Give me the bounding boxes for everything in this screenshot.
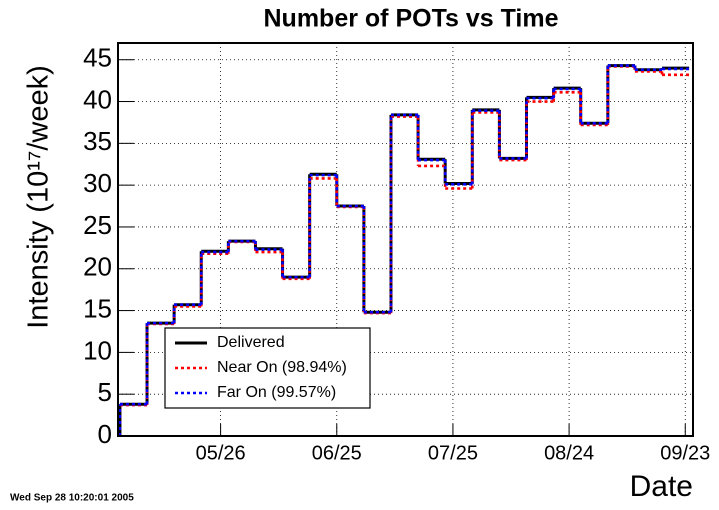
plot-frame xyxy=(117,42,694,437)
legend-label: Delivered xyxy=(217,334,285,351)
y-axis-label: Intensity (10¹⁷/week) xyxy=(23,65,55,329)
y-tick-label: 30 xyxy=(83,168,112,198)
x-tick-label: 07/25 xyxy=(428,442,478,464)
y-tick-label: 35 xyxy=(83,126,112,156)
y-tick-label: 5 xyxy=(98,377,112,407)
x-tick-label: 05/26 xyxy=(196,442,246,464)
y-tick-label: 20 xyxy=(83,252,112,282)
footer-timestamp: Wed Sep 28 10:20:01 2005 xyxy=(10,493,134,504)
x-axis-label: Date xyxy=(630,470,693,503)
y-tick-label: 10 xyxy=(83,335,112,365)
x-tick-label: 08/24 xyxy=(544,442,594,464)
legend-label: Far On (99.57%) xyxy=(217,384,336,401)
y-tick-label: 25 xyxy=(83,210,112,240)
y-tick-label: 0 xyxy=(98,419,112,449)
legend-label: Near On (98.94%) xyxy=(217,359,347,376)
series xyxy=(118,64,690,436)
y-tick-label: 45 xyxy=(83,43,112,73)
x-tick-label: 09/23 xyxy=(660,442,710,464)
y-tick-label: 15 xyxy=(83,293,112,323)
y-tick-label: 40 xyxy=(83,84,112,114)
x-tick-label: 06/25 xyxy=(312,442,362,464)
chart-title: Number of POTs vs Time xyxy=(264,5,559,33)
